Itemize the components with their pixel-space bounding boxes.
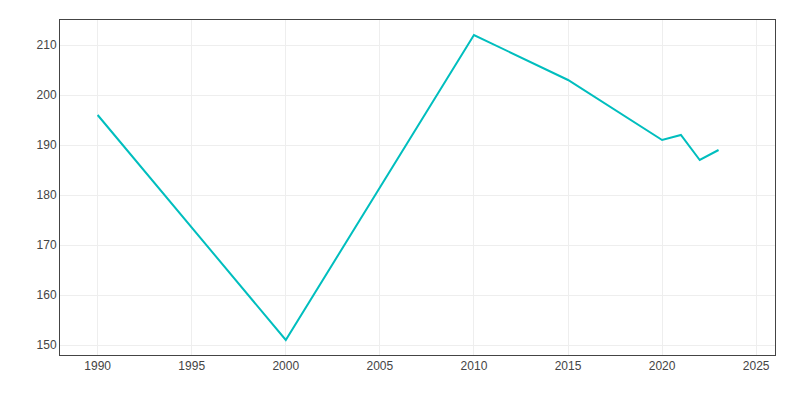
svg-text:1990: 1990 [84, 359, 111, 373]
svg-text:2005: 2005 [367, 359, 394, 373]
svg-text:2015: 2015 [555, 359, 582, 373]
svg-text:200: 200 [37, 88, 57, 102]
svg-text:180: 180 [37, 188, 57, 202]
svg-text:150: 150 [37, 338, 57, 352]
svg-text:2000: 2000 [272, 359, 299, 373]
svg-text:160: 160 [37, 288, 57, 302]
svg-text:190: 190 [37, 138, 57, 152]
svg-text:2025: 2025 [743, 359, 770, 373]
svg-text:2010: 2010 [461, 359, 488, 373]
svg-text:170: 170 [37, 238, 57, 252]
svg-text:2020: 2020 [649, 359, 676, 373]
svg-text:210: 210 [37, 38, 57, 52]
svg-text:1995: 1995 [178, 359, 205, 373]
